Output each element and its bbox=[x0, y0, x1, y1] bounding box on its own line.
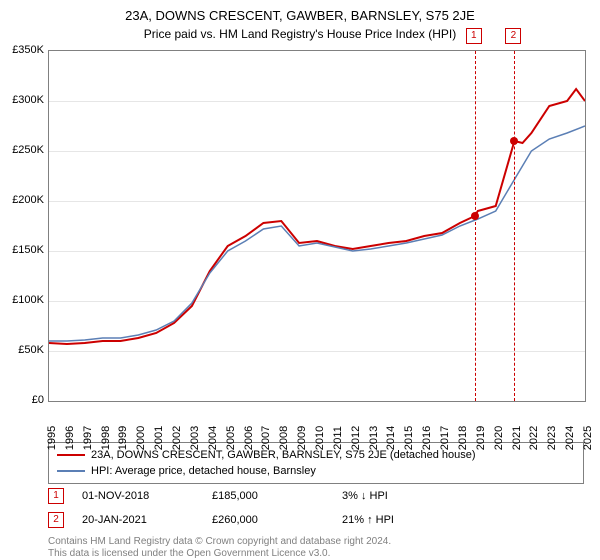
chart-container: 23A, DOWNS CRESCENT, GAWBER, BARNSLEY, S… bbox=[0, 0, 600, 560]
x-tick-label: 2015 bbox=[403, 426, 415, 450]
tx-price: £260,000 bbox=[212, 514, 342, 526]
chart-title: 23A, DOWNS CRESCENT, GAWBER, BARNSLEY, S… bbox=[0, 0, 600, 23]
x-tick-label: 2019 bbox=[475, 426, 487, 450]
transaction-row: 2 20-JAN-2021 £260,000 21% ↑ HPI bbox=[48, 512, 584, 528]
x-tick-label: 2023 bbox=[546, 426, 558, 450]
y-tick-label: £200K bbox=[0, 194, 44, 206]
x-tick-label: 2013 bbox=[368, 426, 380, 450]
x-tick-label: 2025 bbox=[582, 426, 594, 450]
x-tick-label: 2009 bbox=[296, 426, 308, 450]
y-tick-label: £150K bbox=[0, 244, 44, 256]
tx-dot bbox=[510, 137, 518, 145]
legend-item: HPI: Average price, detached house, Barn… bbox=[57, 463, 575, 479]
tx-badge: 2 bbox=[48, 512, 64, 528]
tx-dashed-line bbox=[514, 51, 515, 401]
tx-price: £185,000 bbox=[212, 490, 342, 502]
x-tick-label: 2017 bbox=[439, 426, 451, 450]
footer: Contains HM Land Registry data © Crown c… bbox=[48, 536, 391, 560]
legend-label: HPI: Average price, detached house, Barn… bbox=[91, 463, 316, 479]
y-tick-label: £100K bbox=[0, 294, 44, 306]
tx-diff: 21% ↑ HPI bbox=[342, 514, 442, 526]
series-line-property bbox=[49, 89, 585, 344]
x-tick-label: 2007 bbox=[260, 426, 272, 450]
x-tick-label: 2004 bbox=[207, 426, 219, 450]
x-tick-label: 2021 bbox=[511, 426, 523, 450]
x-tick-label: 2022 bbox=[528, 426, 540, 450]
x-tick-label: 2024 bbox=[564, 426, 576, 450]
legend-swatch bbox=[57, 470, 85, 472]
footer-line: Contains HM Land Registry data © Crown c… bbox=[48, 536, 391, 548]
x-tick-label: 2008 bbox=[278, 426, 290, 450]
y-tick-label: £250K bbox=[0, 144, 44, 156]
x-tick-label: 2012 bbox=[350, 426, 362, 450]
footer-line: This data is licensed under the Open Gov… bbox=[48, 548, 391, 560]
y-tick-label: £50K bbox=[0, 344, 44, 356]
series-line-hpi bbox=[49, 126, 585, 341]
tx-badge-marker: 2 bbox=[505, 28, 521, 44]
x-tick-label: 1997 bbox=[82, 426, 94, 450]
x-tick-label: 1998 bbox=[100, 426, 112, 450]
x-tick-label: 1996 bbox=[64, 426, 76, 450]
y-tick-label: £350K bbox=[0, 44, 44, 56]
tx-dashed-line bbox=[475, 51, 476, 401]
x-tick-label: 2014 bbox=[385, 426, 397, 450]
x-tick-label: 1995 bbox=[46, 426, 58, 450]
x-tick-label: 1999 bbox=[117, 426, 129, 450]
tx-badge-marker: 1 bbox=[466, 28, 482, 44]
tx-diff: 3% ↓ HPI bbox=[342, 490, 442, 502]
x-tick-label: 2000 bbox=[135, 426, 147, 450]
tx-dot bbox=[471, 212, 479, 220]
x-tick-label: 2016 bbox=[421, 426, 433, 450]
x-tick-label: 2002 bbox=[171, 426, 183, 450]
x-tick-label: 2001 bbox=[153, 426, 165, 450]
x-tick-label: 2010 bbox=[314, 426, 326, 450]
transaction-row: 1 01-NOV-2018 £185,000 3% ↓ HPI bbox=[48, 488, 584, 504]
plot-area bbox=[48, 50, 586, 402]
x-tick-label: 2003 bbox=[189, 426, 201, 450]
tx-date: 20-JAN-2021 bbox=[82, 514, 212, 526]
line-svg bbox=[49, 51, 585, 401]
legend-swatch bbox=[57, 454, 85, 456]
x-tick-label: 2018 bbox=[457, 426, 469, 450]
y-tick-label: £0 bbox=[0, 394, 44, 406]
x-tick-label: 2020 bbox=[493, 426, 505, 450]
tx-badge: 1 bbox=[48, 488, 64, 504]
x-tick-label: 2006 bbox=[243, 426, 255, 450]
x-tick-label: 2005 bbox=[225, 426, 237, 450]
tx-date: 01-NOV-2018 bbox=[82, 490, 212, 502]
x-tick-label: 2011 bbox=[332, 426, 344, 450]
y-tick-label: £300K bbox=[0, 94, 44, 106]
